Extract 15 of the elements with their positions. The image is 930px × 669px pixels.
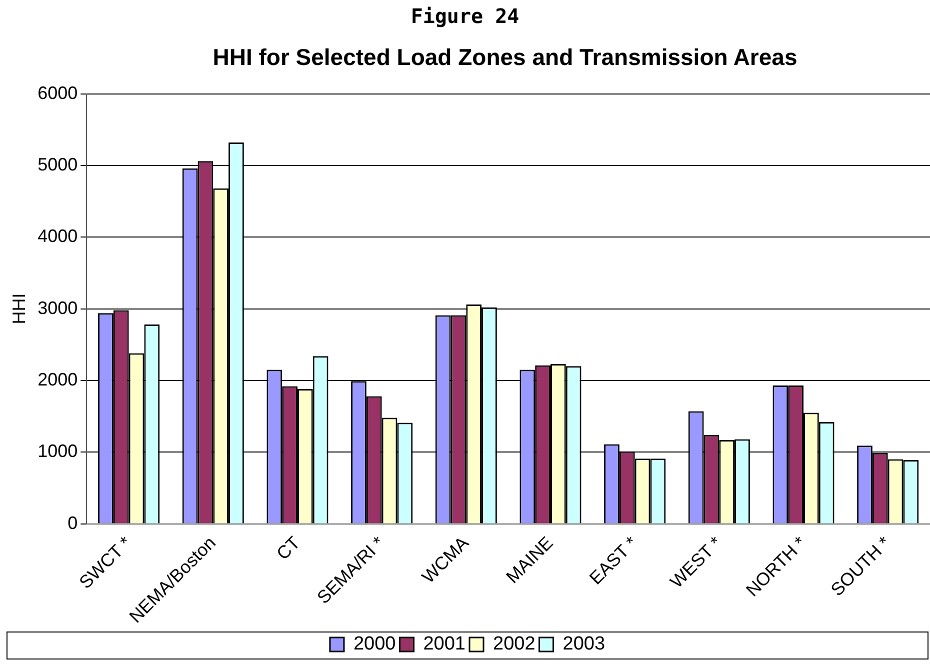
y-tick-label: 0 bbox=[68, 512, 78, 533]
y-tick-label: 5000 bbox=[38, 154, 78, 174]
y-tick-label: 1000 bbox=[38, 441, 78, 462]
y-tick-label: 4000 bbox=[38, 226, 78, 246]
legend-label: 2001 bbox=[423, 634, 466, 655]
legend-label: 2003 bbox=[562, 634, 606, 655]
legend-label: 2002 bbox=[493, 634, 536, 655]
y-axis-title: HHI bbox=[8, 293, 29, 324]
y-tick-label: 3000 bbox=[38, 298, 78, 318]
x-tick-label: CT bbox=[272, 532, 304, 564]
y-tick-label: 6000 bbox=[38, 82, 78, 103]
y-tick-label: 2000 bbox=[38, 369, 78, 390]
chart-title: Figure 24 bbox=[410, 4, 520, 28]
legend-label: 2000 bbox=[353, 634, 396, 655]
chart-subtitle: HHI for Selected Load Zones and Transmission Areas bbox=[212, 44, 798, 71]
